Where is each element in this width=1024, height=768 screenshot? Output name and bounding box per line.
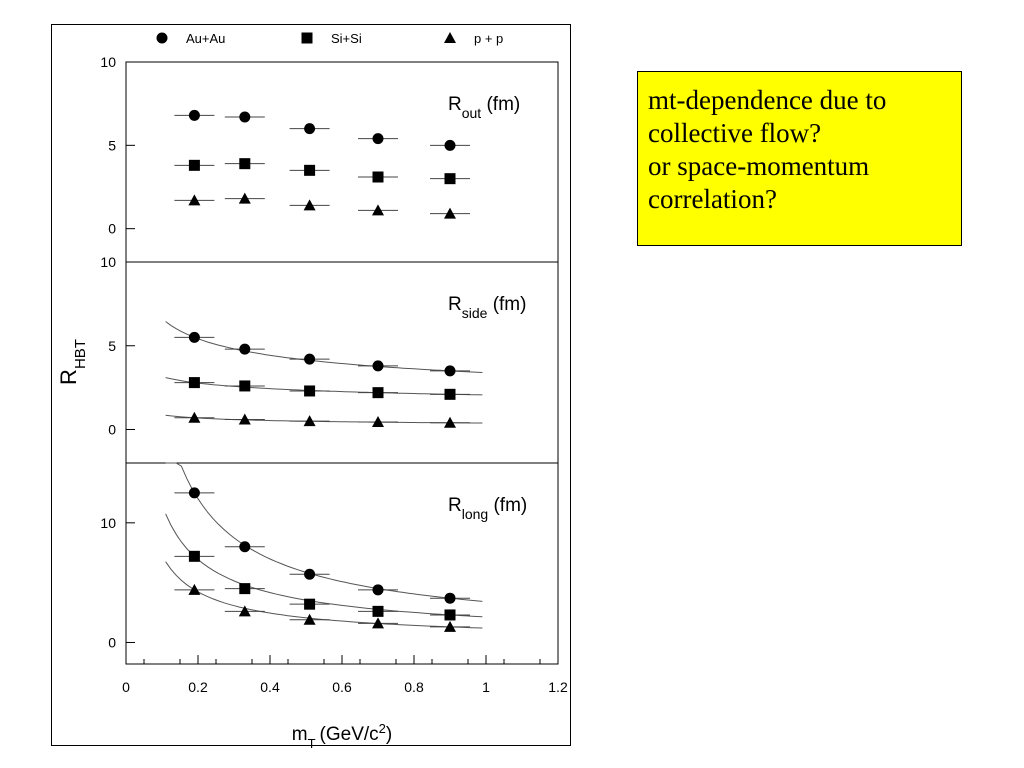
data-point-circle xyxy=(372,584,384,596)
data-point-triangle xyxy=(238,605,251,617)
y-tick-label: 10 xyxy=(100,515,116,531)
data-point-triangle xyxy=(188,411,201,423)
x-tick-label: 0 xyxy=(122,679,130,695)
data-point-square xyxy=(372,171,384,183)
y-tick-label: 0 xyxy=(108,634,116,650)
panel-label: Rout (fm) xyxy=(448,94,520,121)
y-tick-label: 10 xyxy=(100,254,116,270)
data-point-square xyxy=(304,164,316,176)
legend: Au+Au Si+Si p + p xyxy=(156,31,503,46)
x-tick-label: 0.6 xyxy=(332,679,352,695)
x-tick-label: 1.2 xyxy=(548,679,568,695)
data-point-square xyxy=(372,387,384,399)
fit-curve xyxy=(165,513,483,618)
data-point-triangle xyxy=(238,413,251,425)
data-point-triangle xyxy=(238,192,251,204)
data-point-square xyxy=(301,32,313,44)
data-point-circle xyxy=(239,541,251,553)
note-line: or space-momentum xyxy=(648,151,870,181)
data-point-triangle xyxy=(303,613,316,625)
legend-label: Au+Au xyxy=(186,31,225,46)
fit-curve xyxy=(165,321,483,373)
data-point-circle xyxy=(239,111,251,123)
data-point-triangle xyxy=(303,415,316,427)
legend-label: p + p xyxy=(474,31,503,46)
data-point-square xyxy=(239,583,251,595)
data-point-circle xyxy=(444,365,456,377)
data-point-square xyxy=(239,380,251,392)
x-tick-label: 0.2 xyxy=(188,679,208,695)
data-point-triangle xyxy=(188,194,201,206)
y-tick-label: 10 xyxy=(100,54,116,70)
data-point-circle xyxy=(188,331,200,343)
data-point-circle xyxy=(444,592,456,604)
panel: 0 10 Rlong (fm) xyxy=(100,462,559,665)
data-point-circle xyxy=(188,109,200,121)
data-point-triangle xyxy=(372,617,384,629)
fit-curve xyxy=(165,414,483,424)
data-point-square xyxy=(444,173,456,185)
data-point-square xyxy=(372,605,384,617)
data-point-triangle xyxy=(444,416,456,428)
annotation-note: mt-dependence due to collective flow? or… xyxy=(637,71,962,246)
fit-curve xyxy=(165,561,483,629)
data-point-triangle xyxy=(372,415,384,427)
data-point-circle xyxy=(188,487,200,499)
x-tick-label: 0.8 xyxy=(404,679,424,695)
y-axis-label: RHBT xyxy=(56,339,89,385)
data-point-square xyxy=(304,598,316,610)
x-tick-label: 1 xyxy=(482,679,490,695)
panel: 0 5 10 Rside (fm) xyxy=(100,254,559,464)
note-line: mt-dependence due to xyxy=(648,85,887,115)
data-point-circle xyxy=(304,123,316,135)
data-point-square xyxy=(239,158,251,170)
data-point-circle xyxy=(304,353,316,365)
panel: 0 5 10 Rout (fm) xyxy=(100,54,559,263)
data-point-square xyxy=(188,159,200,171)
data-point-triangle xyxy=(444,32,456,43)
data-point-triangle xyxy=(188,583,201,595)
data-point-triangle xyxy=(444,620,456,632)
y-tick-label: 5 xyxy=(108,338,116,354)
panels: 0 5 10 Rout (fm) 0 5 10 Rside (fm) 0 10 Rlong (fm) xyxy=(100,54,559,665)
panel-label: Rside (fm) xyxy=(448,294,526,321)
legend-label: Si+Si xyxy=(331,31,362,46)
data-point-circle xyxy=(372,133,384,145)
data-point-square xyxy=(304,385,316,397)
fit-curve xyxy=(165,377,483,396)
data-point-circle xyxy=(239,343,251,355)
x-axis-label: mT (GeV/c2) xyxy=(292,721,392,751)
axes: 0 0.2 0.4 0.6 0.8 1 1.2 xyxy=(122,655,568,695)
data-point-triangle xyxy=(303,199,316,211)
data-point-circle xyxy=(372,360,384,372)
data-point-square xyxy=(188,550,200,562)
data-point-circle xyxy=(304,568,316,580)
note-line: collective flow? xyxy=(648,118,822,148)
y-tick-label: 5 xyxy=(108,137,116,153)
data-point-square xyxy=(188,377,200,389)
fit-curve xyxy=(165,462,483,602)
data-point-triangle xyxy=(372,204,384,216)
panel-frame xyxy=(125,261,559,464)
data-point-circle xyxy=(444,139,456,151)
note-line: correlation? xyxy=(648,184,777,214)
y-tick-label: 0 xyxy=(108,422,116,438)
panel-label: Rlong (fm) xyxy=(448,495,527,522)
data-point-circle xyxy=(156,32,168,44)
figure-frame xyxy=(51,24,571,746)
x-tick-label: 0.4 xyxy=(260,679,280,695)
y-tick-label: 0 xyxy=(108,221,116,237)
data-point-triangle xyxy=(444,207,456,219)
data-point-square xyxy=(444,388,456,400)
data-point-square xyxy=(444,609,456,621)
